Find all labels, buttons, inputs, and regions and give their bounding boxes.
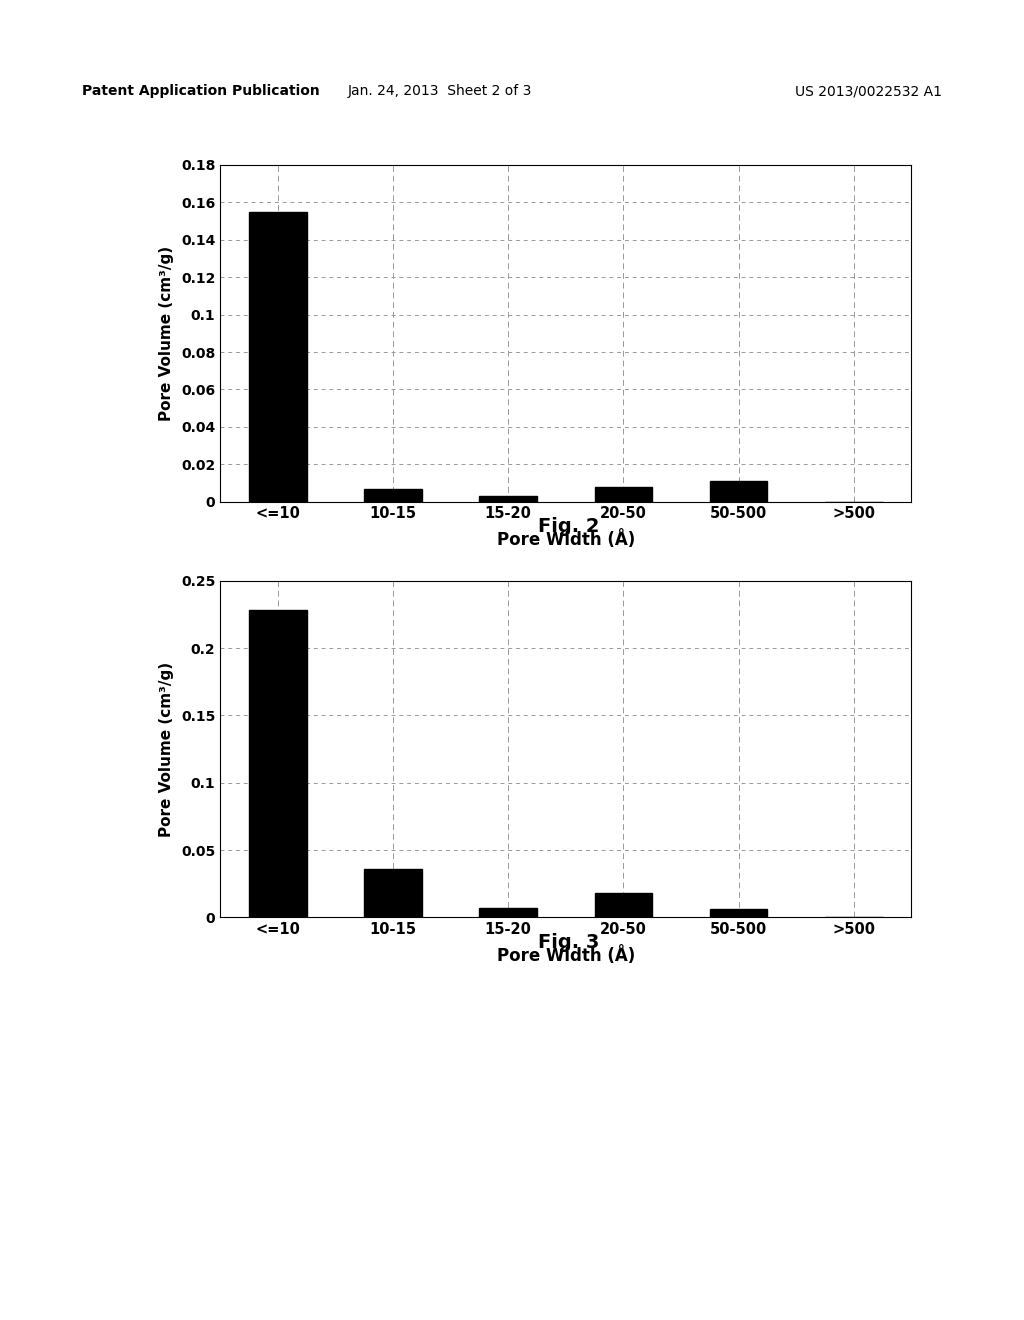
X-axis label: Pore Width (Å): Pore Width (Å) bbox=[497, 945, 635, 965]
Text: Patent Application Publication: Patent Application Publication bbox=[82, 84, 319, 99]
Bar bbox=[595, 487, 652, 502]
Bar bbox=[365, 869, 422, 917]
Text: Fig. 2: Fig. 2 bbox=[538, 517, 599, 536]
Text: US 2013/0022532 A1: US 2013/0022532 A1 bbox=[795, 84, 942, 99]
Text: Fig. 3: Fig. 3 bbox=[538, 933, 599, 952]
Bar bbox=[249, 211, 306, 502]
X-axis label: Pore Width (Å): Pore Width (Å) bbox=[497, 529, 635, 549]
Bar bbox=[710, 909, 767, 917]
Bar bbox=[595, 894, 652, 917]
Bar bbox=[479, 908, 537, 917]
Bar bbox=[365, 488, 422, 502]
Bar bbox=[710, 480, 767, 502]
Y-axis label: Pore Volume (cm³/g): Pore Volume (cm³/g) bbox=[159, 661, 174, 837]
Bar bbox=[249, 610, 306, 917]
Bar bbox=[479, 496, 537, 502]
Text: Jan. 24, 2013  Sheet 2 of 3: Jan. 24, 2013 Sheet 2 of 3 bbox=[348, 84, 532, 99]
Y-axis label: Pore Volume (cm³/g): Pore Volume (cm³/g) bbox=[159, 246, 174, 421]
